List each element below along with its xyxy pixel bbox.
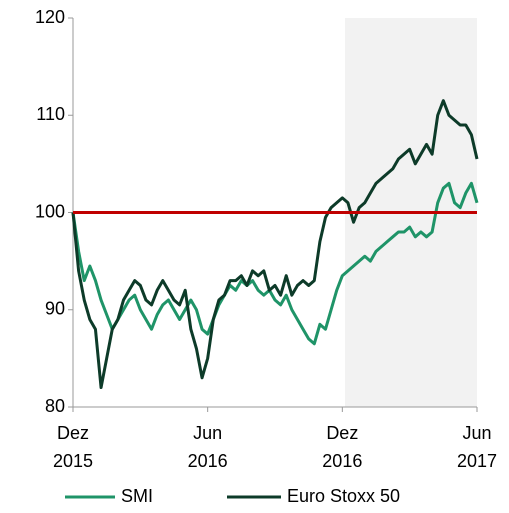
y-tick-label: 100 bbox=[35, 201, 65, 221]
x-tick-label: Dez 2015 bbox=[52, 423, 94, 471]
y-tick-label: 120 bbox=[35, 7, 65, 27]
y-tick-label: 80 bbox=[45, 396, 65, 416]
y-tick-label: 110 bbox=[36, 104, 65, 124]
x-tick-label: Jun 2016 bbox=[187, 423, 228, 471]
x-tick-label: Jun 2017 bbox=[456, 423, 498, 471]
x-tick-label: Dez 2016 bbox=[322, 423, 363, 471]
line-series bbox=[71, 181, 479, 346]
legend-label: Euro Stoxx 50 bbox=[287, 486, 400, 506]
line-series bbox=[71, 99, 479, 390]
legend-label: SMI bbox=[121, 486, 153, 506]
y-tick-label: 90 bbox=[45, 299, 65, 319]
